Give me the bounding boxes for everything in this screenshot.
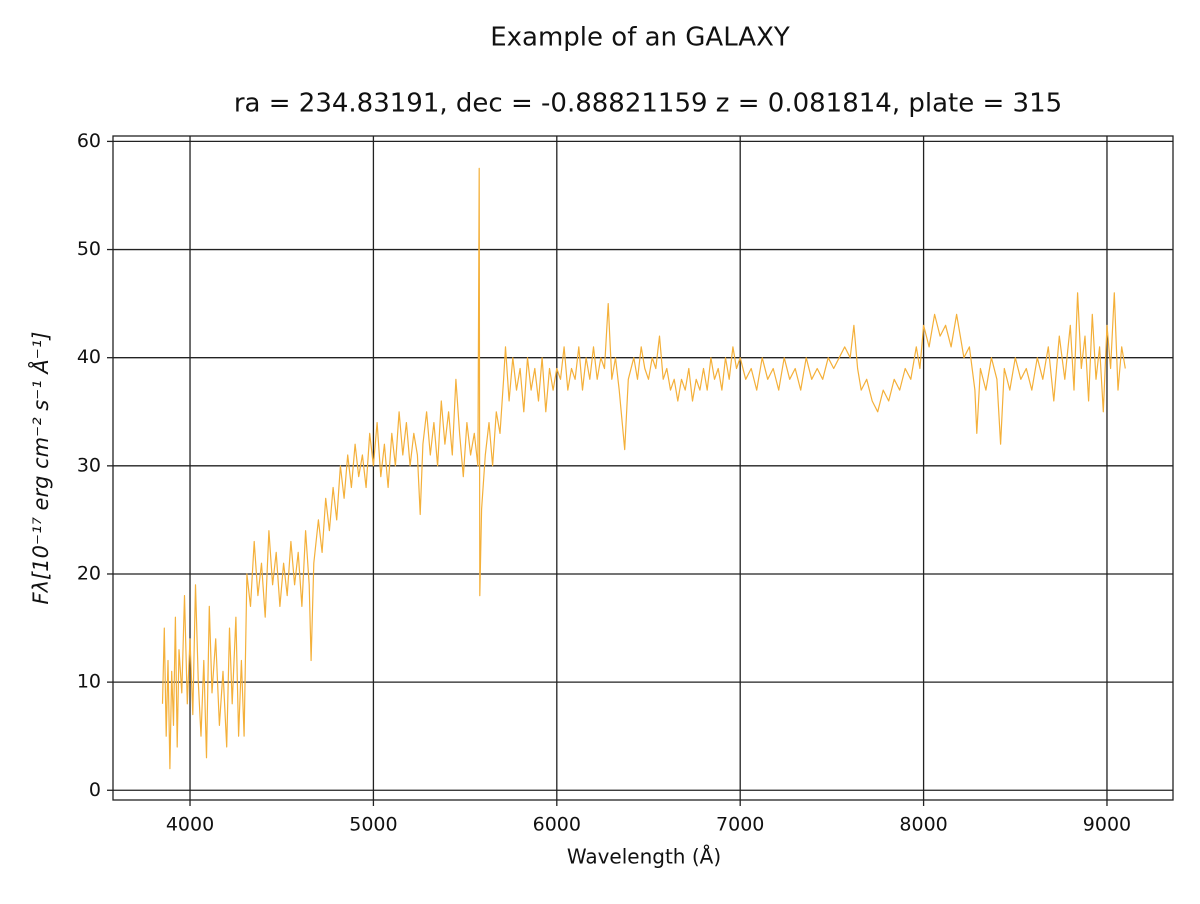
y-tick-label: 50: [77, 238, 101, 260]
y-tick-label: 30: [77, 454, 101, 476]
x-tick-label: 6000: [533, 814, 581, 836]
x-tick-label: 7000: [716, 814, 764, 836]
x-axis-label: Wavelength (Å): [567, 845, 721, 869]
y-tick-label: 40: [77, 346, 101, 368]
x-tick-label: 9000: [1083, 814, 1131, 836]
plot-frame: [112, 135, 1174, 801]
y-axis-label: Fλ[10⁻¹⁷ erg cm⁻² s⁻¹ Å⁻¹]: [27, 332, 53, 605]
y-tick-label: 60: [77, 130, 101, 152]
x-tick-label: 5000: [349, 814, 397, 836]
x-tick-label: 8000: [899, 814, 947, 836]
chart-title: Example of an GALAXY: [490, 23, 790, 53]
y-tick-label: 20: [77, 562, 101, 584]
chart-subtitle: ra = 234.83191, dec = -0.88821159 z = 0.…: [234, 89, 1062, 119]
y-tick-label: 10: [77, 671, 101, 693]
y-tick-label: 0: [89, 779, 101, 801]
spectrum-line: [161, 167, 1126, 770]
x-tick-label: 4000: [166, 814, 214, 836]
